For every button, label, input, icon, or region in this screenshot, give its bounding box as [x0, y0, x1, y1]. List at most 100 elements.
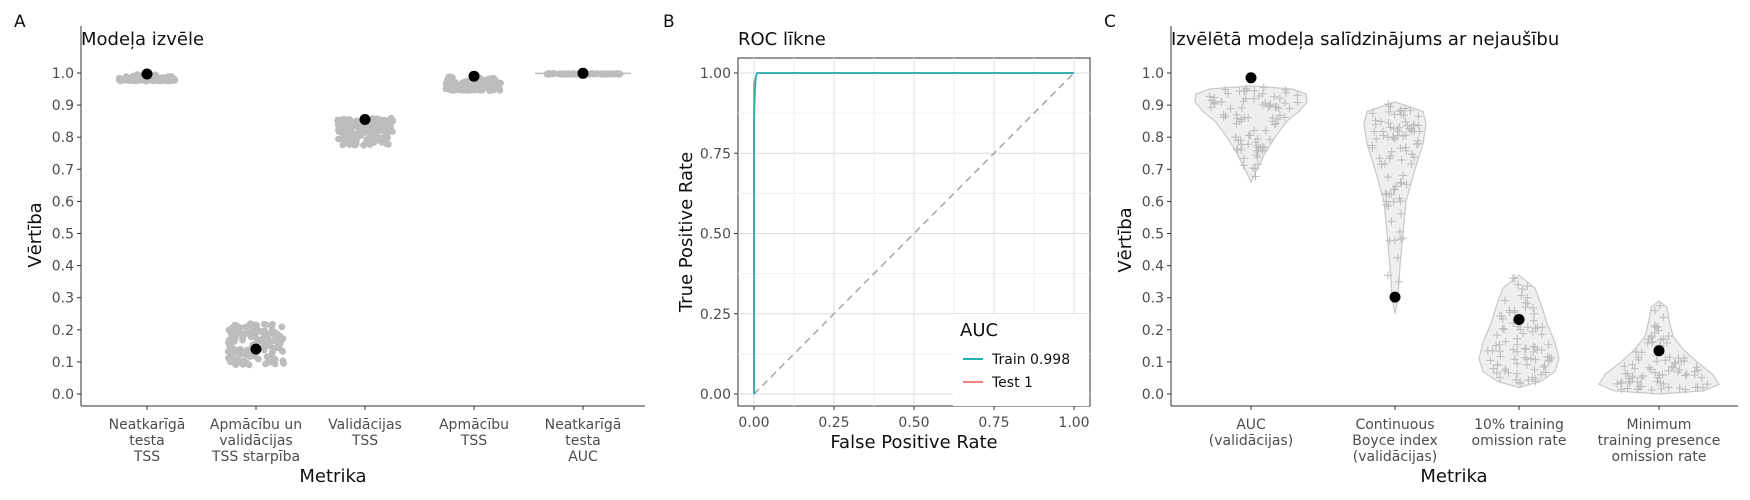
- panel-c-null-point: [1254, 160, 1262, 169]
- panel-c-null-point: [1512, 375, 1520, 384]
- panel-a-candidate-point: [152, 71, 160, 79]
- panel-c-null-point: [1239, 161, 1248, 170]
- panel-c-null-point: [1239, 154, 1248, 163]
- panel-a: A Modeļa izvēle Metrika Vērtība 0.00.10.…: [14, 12, 645, 487]
- panel-c-null-point: [1397, 235, 1405, 244]
- panel-c-null-point: [1513, 340, 1522, 349]
- panel-c-null-point: [1393, 253, 1402, 262]
- panel-c-null-point: [1250, 126, 1259, 135]
- panel-c-null-point: [1522, 355, 1531, 364]
- panel-c-y-tick-label: 1.0: [1142, 66, 1164, 82]
- panel-c-null-point: [1504, 368, 1513, 377]
- panel-c-null-point: [1655, 301, 1664, 310]
- panel-c-null-point: [1659, 334, 1668, 343]
- panel-a-x-tick-label: TSS: [460, 433, 487, 449]
- panel-c-null-point: [1403, 121, 1412, 130]
- panel-a-x-tick-label: Apmācību un: [210, 417, 302, 433]
- panel-a-candidate-point: [477, 83, 485, 90]
- panel-a-y-tick-label: 0.2: [52, 323, 74, 339]
- panel-c-null-point: [1501, 337, 1510, 346]
- panel-a-candidate-point: [233, 322, 241, 330]
- panel-c-null-point: [1516, 379, 1524, 388]
- panel-a-candidate-point: [274, 337, 281, 345]
- panel-c-null-point: [1270, 92, 1279, 101]
- panel-c-null-point: [1397, 110, 1406, 119]
- panel-c-violin: [1478, 274, 1560, 389]
- panel-c-null-point: [1250, 86, 1259, 95]
- panel-c-x-tick-label: Continuous: [1355, 417, 1434, 433]
- panel-c-null-point: [1647, 386, 1656, 394]
- panel-a-x-tick-label: Neatkarīgā: [545, 417, 622, 433]
- panel-a-x-tick-label: Validācijas: [328, 417, 402, 433]
- panel-a-candidate-point: [490, 79, 498, 87]
- panel-c-null-point: [1391, 135, 1399, 144]
- panel-c-null-point: [1396, 144, 1405, 153]
- panel-a-y-ticks: 0.0 0.1 0.2 0.3 0.4 0.5 0.6 0.7 0.8 0.9 1.0: [52, 66, 81, 403]
- panel-a-candidate-point: [279, 357, 287, 365]
- panel-c-null-point: [1387, 190, 1396, 199]
- panel-a-candidate-point: [126, 76, 134, 84]
- panel-a-candidate-point: [335, 135, 342, 143]
- panel-c-x-axis-title: Metrika: [1420, 466, 1487, 487]
- panel-b-reference-diagonal: [753, 72, 1075, 395]
- panel-a-candidate-point: [230, 345, 238, 353]
- panel-a-letter: A: [14, 12, 26, 32]
- panel-c-null-point: [1406, 106, 1415, 115]
- panel-b-letter: B: [663, 12, 675, 32]
- panel-c-y-tick-label: 0.7: [1142, 162, 1164, 178]
- panel-c-null-point: [1522, 344, 1530, 353]
- panel-c-null-point: [1274, 104, 1283, 113]
- panel-c-violins: [1194, 85, 1720, 395]
- panel-c-null-point: [1489, 364, 1498, 373]
- panel-c-y-tick-label: 0.0: [1142, 387, 1164, 403]
- panel-a-x-axis-title: Metrika: [299, 466, 366, 487]
- panel-c-null-point: [1623, 384, 1632, 393]
- panel-b-y-ticks: 0.00 0.25 0.50 0.75 1.00: [700, 66, 738, 403]
- panel-c-null-point: [1379, 131, 1388, 140]
- panel-c-null-point: [1414, 112, 1423, 121]
- panel-c-null-point: [1395, 127, 1404, 136]
- panel-c-null-point: [1692, 363, 1701, 372]
- panel-c-x-tick-label: omission rate: [1472, 433, 1567, 449]
- panel-c-null-point: [1414, 139, 1423, 148]
- panel-a-candidate-point: [255, 327, 263, 335]
- panel-c-null-point: [1681, 371, 1690, 380]
- panel-c-null-point: [1280, 113, 1289, 122]
- panel-a-selected-point: [141, 68, 153, 80]
- panel-a-x-tick-label: TSS starpība: [211, 449, 300, 465]
- panel-c-null-point: [1253, 153, 1262, 162]
- panel-c-null-point: [1221, 85, 1230, 94]
- panel-a-candidate-point: [260, 320, 268, 328]
- panel-c-null-point: [1205, 92, 1214, 101]
- panel-c-null-point: [1280, 99, 1289, 108]
- panel-c-null-point: [1537, 370, 1546, 379]
- panel-c-null-point: [1537, 330, 1546, 339]
- panel-c-null-point: [1632, 348, 1641, 356]
- panel-c-null-point: [1693, 366, 1702, 375]
- panel-c-null-point: [1659, 313, 1668, 322]
- panel-c-null-point: [1396, 197, 1405, 206]
- panel-c-y-tick-label: 0.2: [1142, 323, 1164, 339]
- panel-c-null-point: [1653, 357, 1661, 366]
- panel-c-null-point: [1634, 353, 1643, 362]
- panel-c-null-point: [1529, 316, 1538, 325]
- panel-c-null-point: [1650, 328, 1659, 337]
- panel-a-selected-points: [141, 67, 589, 355]
- panel-c-null-point: [1498, 324, 1507, 333]
- panel-c-null-point: [1529, 348, 1538, 356]
- panel-a-candidate-point: [253, 321, 260, 329]
- panel-c-null-point: [1661, 356, 1670, 365]
- panel-c-null-point: [1617, 377, 1626, 386]
- panel-c-null-point: [1398, 233, 1407, 242]
- panel-c-null-point: [1221, 112, 1230, 121]
- panel-c-null-point: [1639, 372, 1647, 380]
- panel-c-null-point: [1518, 285, 1527, 293]
- panel-a-candidate-point: [269, 348, 276, 356]
- panel-c-null-point: [1493, 361, 1502, 370]
- panel-c-null-point: [1523, 293, 1532, 302]
- panel-c-null-point: [1645, 363, 1654, 372]
- panel-a-candidate-point: [374, 117, 382, 125]
- panel-c-null-point: [1648, 337, 1657, 346]
- panel-c-null-point: [1659, 380, 1668, 388]
- panel-c-null-point: [1244, 131, 1253, 140]
